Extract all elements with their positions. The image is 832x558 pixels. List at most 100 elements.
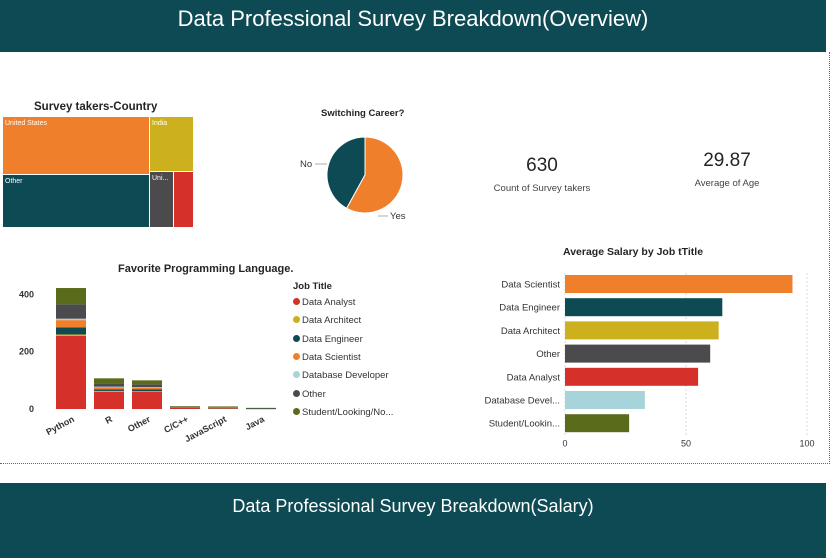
bar-segment[interactable]	[56, 327, 86, 335]
overview-title: Data Professional Survey Breakdown(Overv…	[177, 6, 649, 31]
bar-segment[interactable]	[246, 408, 276, 409]
treemap-cell-small[interactable]	[174, 172, 193, 227]
bar-segment[interactable]	[94, 391, 124, 409]
legend-item[interactable]: Other	[293, 389, 326, 400]
legend-label: Data Architect	[302, 315, 362, 327]
legend-label: Student/Looking/No...	[302, 406, 394, 418]
pie-slice-yes[interactable]	[346, 136, 404, 214]
age-card-label: Average of Age	[694, 178, 760, 189]
x-tick-label: 50	[681, 438, 691, 448]
y-category-label: Other	[536, 349, 560, 360]
legend-dot-icon	[293, 352, 300, 360]
treemap-cell-united-states[interactable]: United States	[3, 117, 149, 174]
legend-item[interactable]: Data Scientist	[293, 352, 361, 363]
legend-title: Job Title	[293, 281, 332, 292]
x-tick-label: C/C++	[162, 414, 190, 435]
bar-segment[interactable]	[170, 407, 200, 409]
salary-title: Data Professional Survey Breakdown(Salar…	[232, 496, 594, 516]
legend-label: Other	[302, 388, 326, 400]
bar-segment[interactable]	[56, 334, 86, 336]
treemap-label: Other	[5, 178, 23, 185]
bar-segment[interactable]	[94, 378, 124, 384]
bar-segment[interactable]	[56, 288, 86, 305]
bar-segment[interactable]	[208, 407, 238, 409]
y-category-label: Database Devel...	[484, 396, 560, 407]
salary-chart-title: Average Salary by Job tTitle	[563, 246, 704, 258]
bar-segment[interactable]	[170, 407, 200, 409]
treemap-cell-united-kingdom[interactable]: Uni...	[150, 172, 173, 227]
salary-bar[interactable]	[565, 321, 719, 340]
legend-dot-icon	[293, 407, 300, 415]
lang-chart-title: Favorite Programming Language.	[118, 263, 294, 275]
x-tick-label: R	[104, 414, 115, 426]
salary-bar[interactable]	[565, 298, 723, 317]
legend-label: Data Engineer	[302, 333, 363, 345]
salary-bar[interactable]	[565, 391, 645, 409]
bar-segment[interactable]	[246, 408, 276, 409]
legend-item[interactable]: Data Analyst	[293, 297, 355, 308]
bar-segment[interactable]	[246, 408, 276, 410]
pie-slice-no[interactable]	[326, 136, 366, 209]
bar-segment[interactable]	[208, 408, 238, 409]
bar-segment[interactable]	[56, 304, 86, 319]
salary-bar[interactable]	[565, 414, 630, 433]
pie-label-yes: Yes	[390, 211, 406, 222]
y-category-label: Student/Lookin...	[489, 419, 560, 430]
bar-segment[interactable]	[170, 407, 200, 408]
average-salary-chart: 0 50 100 Data Scientist Data Engineer Data Ar…	[484, 273, 815, 448]
bar-segment[interactable]	[208, 406, 238, 408]
legend-label: Data Scientist	[302, 351, 361, 363]
salary-bar[interactable]	[565, 344, 711, 363]
salary-bar[interactable]	[565, 275, 793, 293]
legend-dot-icon	[293, 298, 300, 305]
bar-segment[interactable]	[208, 408, 238, 409]
bar-segment[interactable]	[94, 383, 124, 387]
treemap-title: Survey takers-Country	[34, 101, 158, 113]
legend-item[interactable]: Student/Looking/No...	[293, 407, 393, 418]
y-category-label: Data Architect	[501, 326, 560, 337]
overview-dashboard	[0, 52, 830, 464]
x-tick-label: JavaScript	[183, 414, 228, 444]
treemap-label: United States	[5, 120, 48, 127]
y-tick-label: 0	[29, 404, 34, 414]
y-category-label: Data Scientist	[501, 280, 560, 291]
legend-dot-icon	[293, 334, 300, 342]
bar-segment[interactable]	[132, 391, 162, 392]
bar-segment[interactable]	[132, 391, 162, 409]
legend-dot-icon	[293, 389, 300, 397]
overview-header: Data Professional Survey Breakdown(Overv…	[0, 0, 826, 52]
y-category-label: Data Engineer	[499, 303, 560, 314]
count-card-label: Count of Survey takers	[493, 183, 591, 194]
bar-segment[interactable]	[56, 318, 86, 321]
x-tick-label: Java	[244, 413, 267, 432]
bar-segment[interactable]	[246, 407, 276, 409]
legend-item[interactable]: Data Architect	[293, 315, 361, 326]
bar-segment[interactable]	[170, 406, 200, 407]
bar-segment[interactable]	[170, 406, 200, 408]
bar-segment[interactable]	[132, 387, 162, 388]
bar-segment[interactable]	[132, 389, 162, 392]
treemap-cell-india[interactable]: India	[150, 117, 193, 171]
legend-item[interactable]: Data Engineer	[293, 334, 363, 345]
bar-segment[interactable]	[94, 390, 124, 392]
bar-segment[interactable]	[94, 387, 124, 390]
legend-item[interactable]: Database Developer	[293, 370, 389, 381]
legend-dot-icon	[293, 371, 300, 379]
bar-segment[interactable]	[132, 387, 162, 390]
bar-segment[interactable]	[94, 389, 124, 391]
treemap-label: Uni...	[152, 175, 169, 182]
x-tick-label: Python	[44, 414, 76, 437]
salary-bar[interactable]	[565, 367, 699, 386]
age-card-value: 29.87	[703, 150, 751, 171]
bar-segment[interactable]	[94, 386, 124, 388]
treemap-cell-other[interactable]: Other	[3, 175, 149, 227]
pie-title: Switching Career?	[321, 108, 405, 119]
bar-segment[interactable]	[56, 320, 86, 328]
bar-segment[interactable]	[208, 406, 238, 407]
bar-segment[interactable]	[132, 384, 162, 388]
bar-segment[interactable]	[56, 335, 86, 409]
salary-header: Data Professional Survey Breakdown(Salar…	[0, 483, 826, 558]
bar-segment[interactable]	[208, 407, 238, 409]
bar-segment[interactable]	[132, 380, 162, 385]
legend-label: Data Analyst	[302, 297, 356, 308]
